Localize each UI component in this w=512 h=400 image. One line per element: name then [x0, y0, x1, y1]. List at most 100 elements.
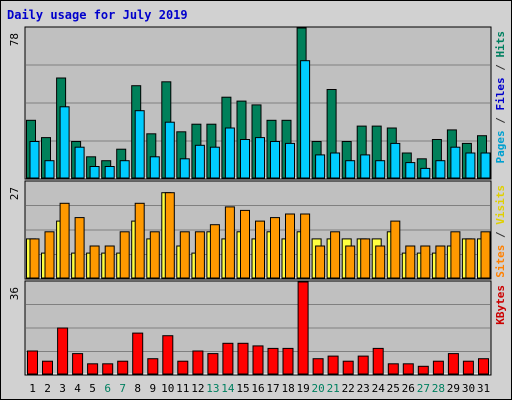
- bar-kbytes: [177, 360, 189, 375]
- bar-files: [59, 106, 70, 179]
- bar-sites: [270, 217, 280, 279]
- bar-sites: [59, 202, 70, 279]
- bar-sites: [134, 202, 145, 279]
- bar-kbytes: [42, 360, 53, 375]
- bar-sites: [29, 238, 40, 279]
- bar-sites: [345, 245, 356, 279]
- bar-sites: [465, 238, 476, 279]
- legend-entry: Files: [494, 77, 507, 110]
- day-label: 13: [206, 382, 219, 395]
- max-label: 36: [8, 287, 21, 300]
- day-label: 14: [221, 382, 235, 395]
- bar-files: [420, 167, 431, 179]
- bar-sites: [480, 231, 491, 279]
- panel-top: 78 Pages / Files / Hits: [8, 26, 507, 180]
- day-label: 19: [296, 382, 309, 395]
- day-label: 11: [176, 382, 189, 395]
- legend: Sites / Visits: [494, 185, 507, 278]
- bar-kbytes: [402, 363, 414, 375]
- bar-files: [209, 146, 220, 179]
- bar-kbytes: [432, 360, 444, 375]
- bar-kbytes: [478, 358, 489, 375]
- day-label: 29: [447, 382, 460, 395]
- day-label: 30: [462, 382, 475, 395]
- bar-files: [300, 60, 311, 179]
- legend-entry: Visits: [494, 185, 507, 225]
- max-label: 78: [8, 33, 21, 46]
- legend-entry: /: [494, 225, 507, 245]
- bar-files: [164, 121, 175, 179]
- bar-kbytes: [102, 363, 114, 375]
- day-label: 10: [161, 382, 174, 395]
- day-label: 17: [266, 382, 279, 395]
- bar-files: [224, 127, 235, 179]
- bar-files: [480, 152, 491, 179]
- bar-kbytes: [57, 327, 69, 375]
- bar-files: [405, 162, 416, 179]
- bar-files: [149, 156, 160, 179]
- bar-files: [119, 160, 130, 179]
- bar-files: [104, 166, 115, 179]
- legend-entry: KBytes: [494, 285, 507, 325]
- day-label: 16: [251, 382, 264, 395]
- day-label: 20: [311, 382, 324, 395]
- bar-files: [285, 142, 295, 179]
- bar-files: [330, 152, 341, 179]
- bar-kbytes: [72, 353, 84, 375]
- bar-sites: [119, 231, 130, 279]
- legend-entry: /: [494, 58, 507, 78]
- bar-sites: [164, 192, 175, 279]
- bar-kbytes: [117, 360, 129, 375]
- bar-sites: [89, 245, 100, 279]
- bar-sites: [149, 231, 160, 279]
- bar-sites: [285, 213, 295, 279]
- day-label: 1: [29, 382, 36, 395]
- day-label: 9: [149, 382, 156, 395]
- day-label: 26: [402, 382, 415, 395]
- max-label: 27: [8, 187, 21, 200]
- bar-files: [360, 154, 371, 179]
- bar-files: [134, 110, 145, 179]
- bar-kbytes: [447, 353, 459, 375]
- bar-kbytes: [237, 342, 249, 375]
- day-label: 15: [236, 382, 249, 395]
- bar-sites: [420, 245, 431, 279]
- bar-kbytes: [462, 360, 474, 375]
- bar-sites: [74, 217, 85, 279]
- bar-kbytes: [267, 347, 279, 375]
- bar-kbytes: [162, 335, 174, 375]
- bar-files: [375, 160, 386, 179]
- legend-entry: Sites: [494, 245, 507, 278]
- bar-kbytes: [357, 355, 369, 375]
- day-label: 3: [59, 382, 66, 395]
- bar-sites: [104, 245, 115, 279]
- bar-sites: [450, 231, 461, 279]
- legend-entry: Pages: [494, 130, 507, 163]
- bar-sites: [405, 245, 416, 279]
- bar-sites: [209, 224, 220, 279]
- bar-kbytes: [372, 347, 384, 375]
- bar-sites: [300, 213, 311, 279]
- legend: KBytes: [494, 285, 507, 325]
- bar-kbytes: [132, 332, 144, 375]
- bar-kbytes: [87, 363, 99, 375]
- bar-sites: [179, 231, 190, 279]
- day-label: 4: [74, 382, 81, 395]
- day-label: 31: [477, 382, 490, 395]
- bar-kbytes: [27, 350, 38, 375]
- day-label: 12: [191, 382, 204, 395]
- bar-files: [240, 139, 250, 179]
- bar-kbytes: [252, 345, 264, 375]
- bar-kbytes: [327, 355, 339, 375]
- panel-middle: 27 Sites / Visits: [8, 180, 507, 280]
- bar-kbytes: [417, 365, 429, 375]
- day-label: 22: [342, 382, 355, 395]
- bar-sites: [435, 245, 446, 279]
- bar-files: [179, 158, 190, 179]
- legend-entry: Hits: [494, 31, 507, 58]
- day-label: 23: [357, 382, 370, 395]
- bar-kbytes: [342, 360, 354, 375]
- bar-files: [44, 160, 55, 179]
- bar-kbytes: [192, 350, 204, 375]
